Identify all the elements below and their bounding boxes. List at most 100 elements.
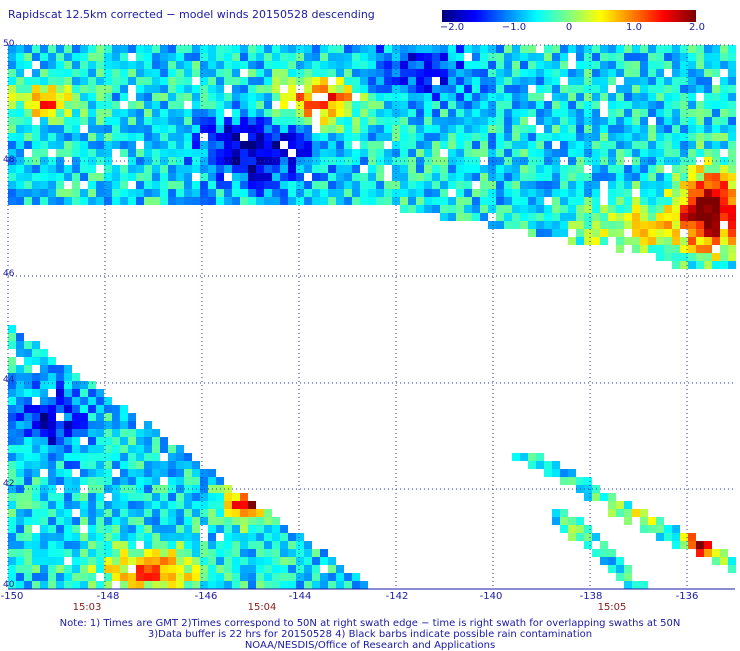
wind-cell <box>312 173 320 181</box>
wind-cell <box>16 461 24 469</box>
wind-cell <box>672 165 680 173</box>
wind-cell <box>16 405 24 413</box>
wind-cell <box>8 365 16 373</box>
wind-cell <box>88 525 96 533</box>
wind-cell <box>216 573 224 581</box>
wind-cell <box>128 421 136 429</box>
wind-cell <box>88 429 96 437</box>
wind-cell <box>648 229 656 237</box>
wind-cell <box>16 149 24 157</box>
wind-cell <box>512 173 520 181</box>
wind-cell <box>584 213 592 221</box>
wind-cell <box>328 69 336 77</box>
colorbar-swatch <box>560 10 563 22</box>
wind-cell <box>208 493 216 501</box>
wind-cell <box>48 53 56 61</box>
wind-cell <box>568 69 576 77</box>
wind-cell <box>40 573 48 581</box>
wind-cell <box>720 253 728 261</box>
wind-cell <box>304 149 312 157</box>
wind-cell <box>304 181 312 189</box>
wind-cell <box>672 141 680 149</box>
wind-cell <box>632 85 640 93</box>
wind-cell <box>56 405 64 413</box>
wind-cell <box>464 109 472 117</box>
colorbar-swatch <box>610 10 613 22</box>
wind-cell <box>440 109 448 117</box>
wind-cell <box>96 141 104 149</box>
colorbar-swatch <box>660 10 663 22</box>
wind-cell <box>728 133 736 141</box>
wind-cell <box>224 125 232 133</box>
wind-cell <box>480 181 488 189</box>
wind-cell <box>104 53 112 61</box>
wind-cell <box>64 125 72 133</box>
wind-cell <box>96 405 104 413</box>
wind-cell <box>128 109 136 117</box>
wind-cell <box>224 565 232 573</box>
wind-cell <box>560 45 568 53</box>
wind-cell <box>8 61 16 69</box>
wind-cell <box>48 181 56 189</box>
wind-cell <box>712 133 720 141</box>
wind-cell <box>168 109 176 117</box>
wind-cell <box>32 581 40 589</box>
wind-cell <box>48 61 56 69</box>
wind-cell <box>232 557 240 565</box>
wind-cell <box>256 189 264 197</box>
wind-cell <box>640 213 648 221</box>
wind-cell <box>408 197 416 205</box>
wind-cell <box>304 69 312 77</box>
wind-cell <box>64 53 72 61</box>
wind-cell <box>48 469 56 477</box>
wind-cell <box>144 197 152 205</box>
wind-cell <box>696 173 704 181</box>
wind-cell <box>80 509 88 517</box>
wind-cell <box>224 509 232 517</box>
colorbar-swatch <box>574 10 577 22</box>
wind-cell <box>368 61 376 69</box>
wind-cell <box>80 549 88 557</box>
wind-cell <box>280 189 288 197</box>
wind-cell <box>24 453 32 461</box>
wind-cell <box>48 69 56 77</box>
wind-cell <box>64 117 72 125</box>
wind-cell <box>176 165 184 173</box>
colorbar-label: 0 <box>565 22 573 33</box>
wind-cell <box>80 557 88 565</box>
wind-cell <box>720 45 728 53</box>
wind-cell <box>448 141 456 149</box>
wind-cell <box>56 453 64 461</box>
lat-tick-label: 50 <box>3 39 15 49</box>
wind-cell <box>584 53 592 61</box>
wind-cell <box>168 525 176 533</box>
lon-tick-label: -142 <box>385 591 409 602</box>
wind-cell <box>16 421 24 429</box>
wind-cell <box>496 53 504 61</box>
wind-cell <box>696 69 704 77</box>
wind-cell <box>624 101 632 109</box>
wind-cell <box>176 453 184 461</box>
wind-cell <box>664 85 672 93</box>
wind-cell <box>344 93 352 101</box>
wind-cell <box>360 149 368 157</box>
wind-cell <box>48 101 56 109</box>
wind-cell <box>720 197 728 205</box>
wind-cell <box>72 173 80 181</box>
wind-cell <box>112 109 120 117</box>
wind-cell <box>696 101 704 109</box>
wind-cell <box>616 61 624 69</box>
wind-cell <box>312 141 320 149</box>
wind-cell <box>600 53 608 61</box>
colorbar-swatch <box>470 10 473 22</box>
wind-cell <box>112 477 120 485</box>
wind-cell <box>248 109 256 117</box>
wind-cell <box>24 109 32 117</box>
wind-cell <box>504 53 512 61</box>
wind-cell <box>176 109 184 117</box>
wind-cell <box>240 141 248 149</box>
wind-cell <box>40 437 48 445</box>
wind-cell <box>608 229 616 237</box>
wind-cell <box>576 533 584 541</box>
footnote-line-3: NOAA/NESDIS/Office of Research and Appli… <box>244 640 496 651</box>
